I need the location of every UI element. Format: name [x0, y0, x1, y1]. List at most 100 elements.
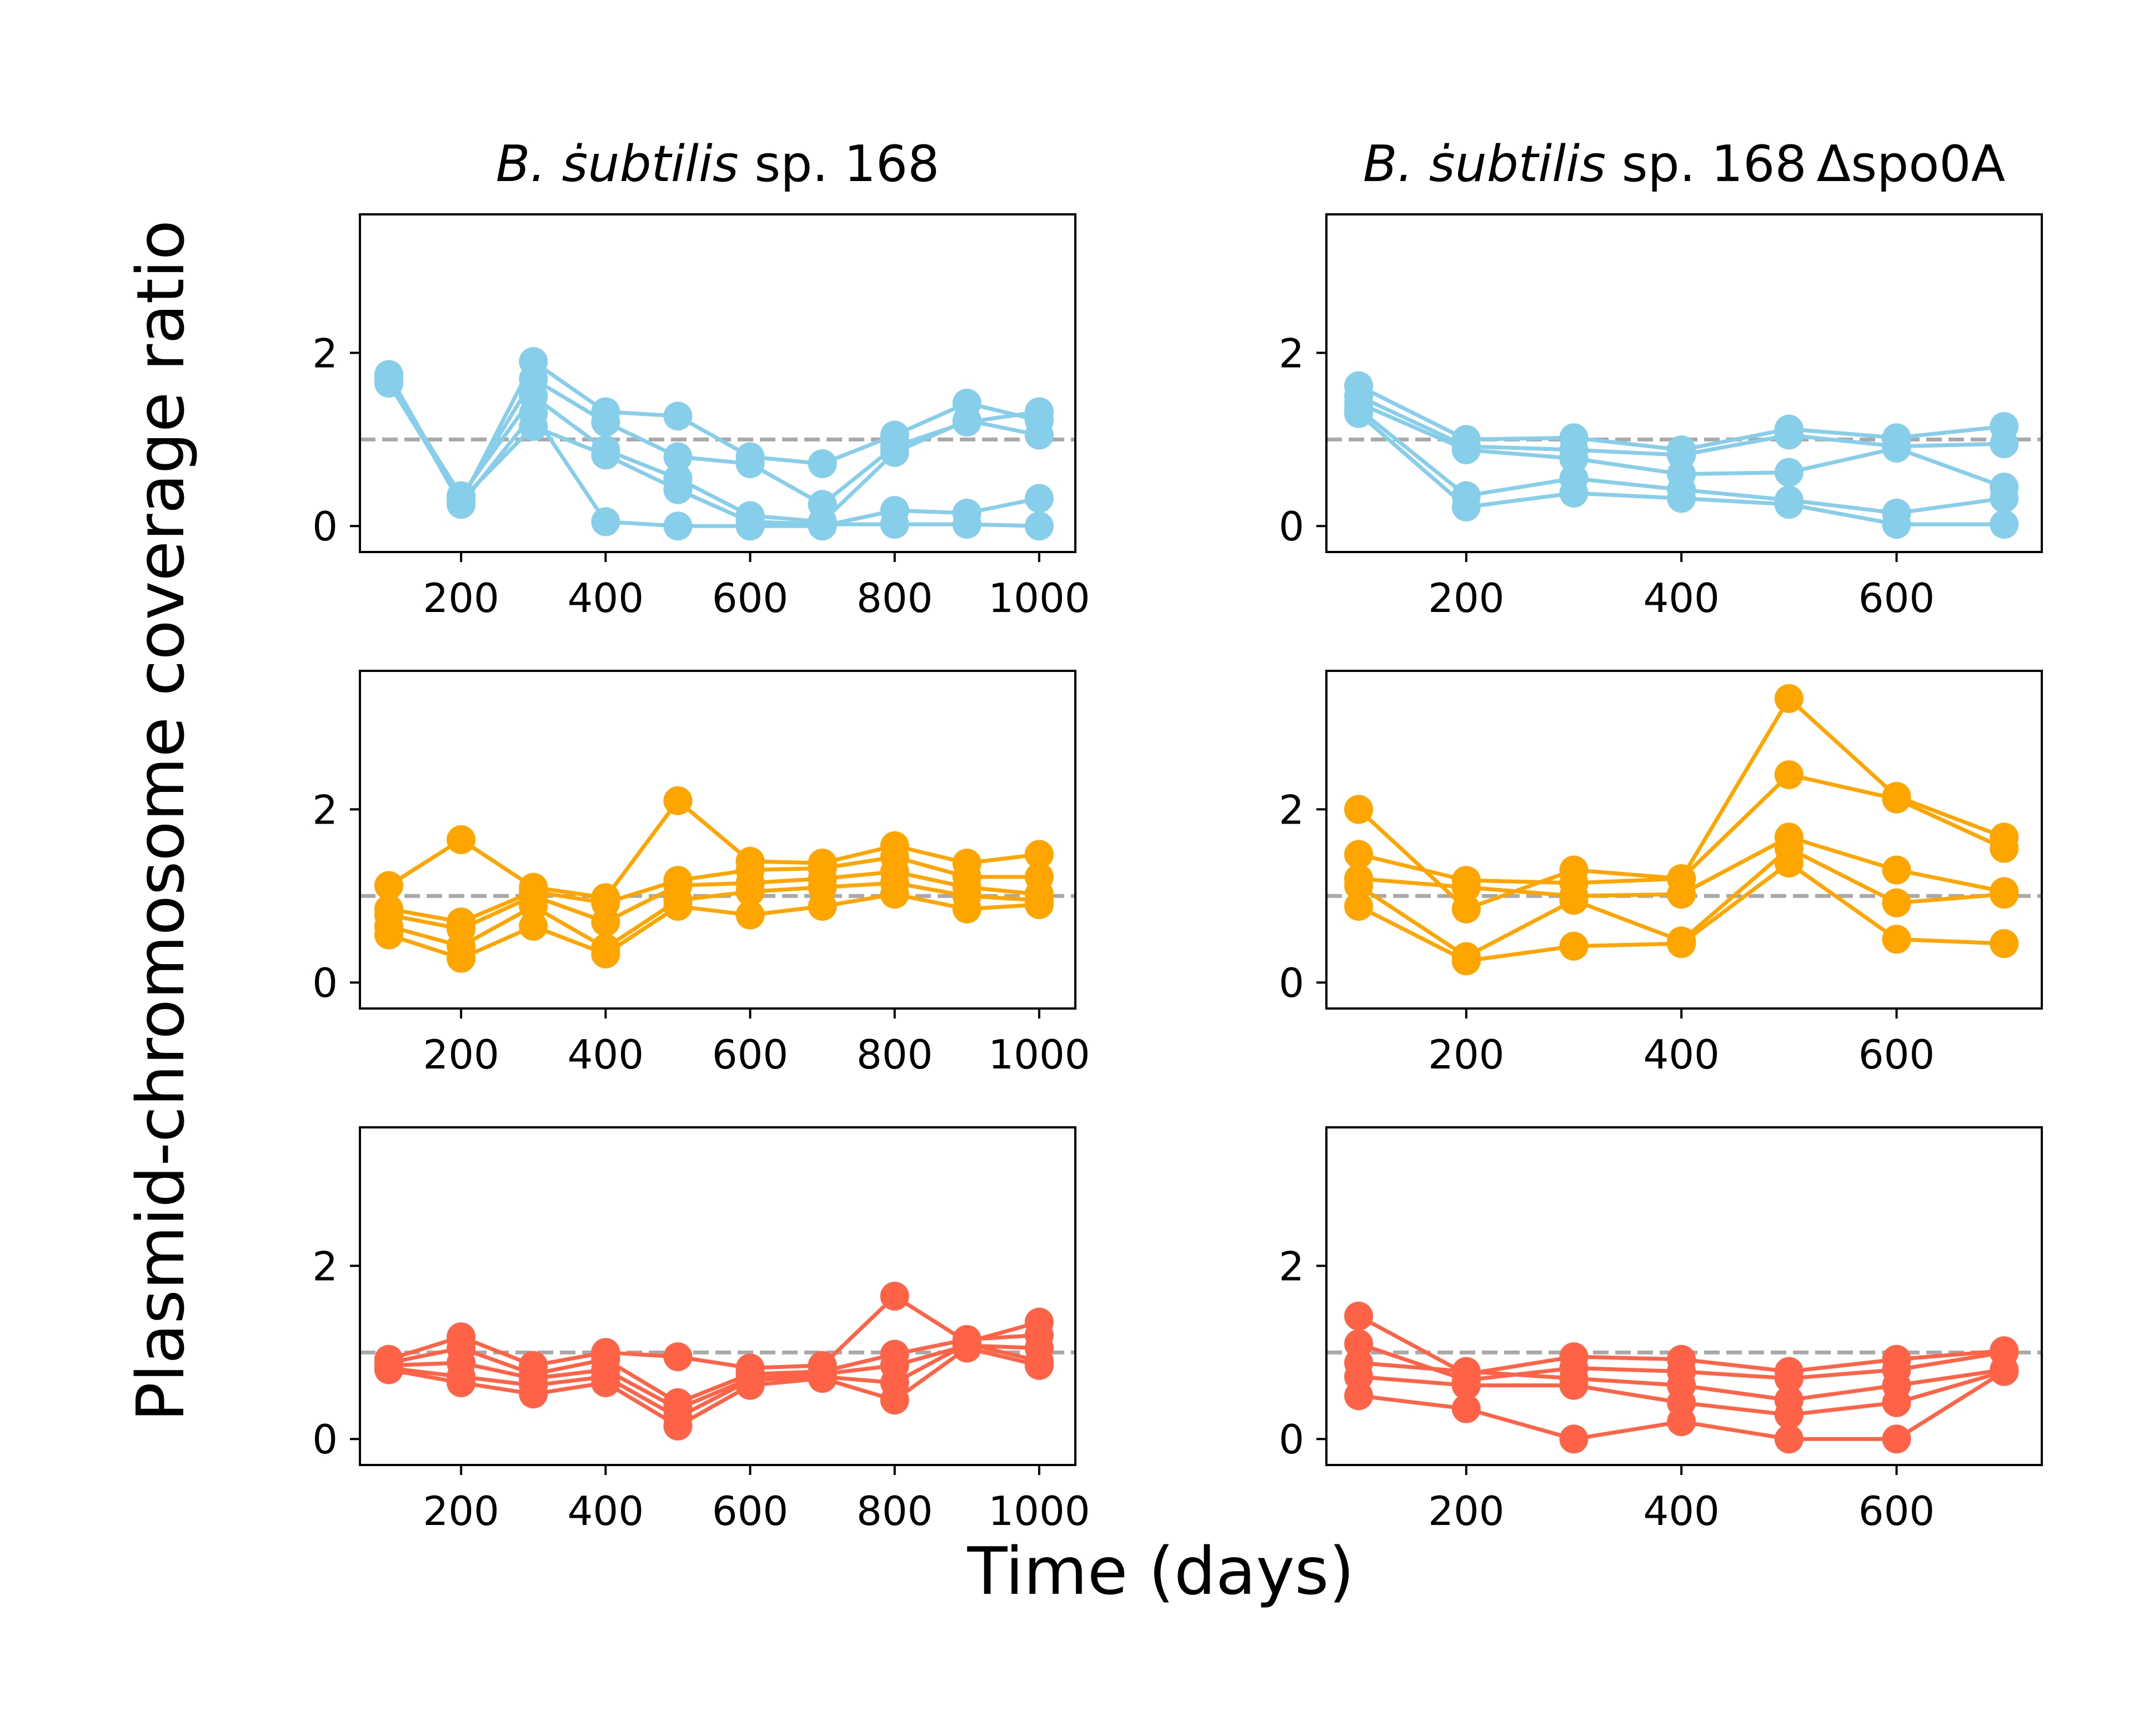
data-point [663, 475, 693, 504]
data-point [1667, 929, 1696, 959]
data-point [880, 438, 909, 467]
panels: B. ṡubtilis sp. 168 200 400 600 800 1000 0 2 B. … [312, 135, 2043, 1534]
data-point [1024, 511, 1054, 541]
data-point [1667, 484, 1696, 513]
axes-frame [1325, 670, 2043, 1010]
y-tick-label: 2 [1279, 330, 1304, 377]
data-point [1024, 840, 1054, 869]
series-line-2 [388, 1333, 1040, 1405]
data-point [1344, 1301, 1374, 1331]
data-point [1451, 1371, 1481, 1400]
panel-row2-col1: 200 400 600 800 1000 0 2 [312, 670, 1090, 1078]
series-line-1 [388, 799, 1040, 900]
x-tick-label: 200 [1428, 575, 1504, 621]
data-point [1990, 880, 2019, 909]
data-point [1024, 420, 1054, 450]
data-point [1024, 890, 1054, 919]
data-point [735, 449, 765, 478]
data-point [1451, 492, 1481, 521]
data-point [1774, 490, 1804, 519]
series-line-4 [387, 376, 1040, 528]
series-line-5 [388, 1346, 1040, 1428]
data-point [1559, 931, 1589, 961]
series-line-1 [388, 1294, 1040, 1370]
x-tick-label: 1000 [988, 1488, 1090, 1534]
data-point [1667, 880, 1696, 909]
x-axis-label: Time (days) [967, 1533, 1355, 1609]
data-point [1882, 510, 1911, 539]
axes-frame [359, 1126, 1076, 1466]
data-point [952, 406, 981, 435]
data-point [735, 507, 765, 536]
data-point [447, 1368, 476, 1397]
series-line-3 [388, 870, 1040, 931]
y-tick-label: 0 [1279, 503, 1304, 550]
panel-row2-col2: 200 400 600 0 2 [1279, 670, 2043, 1078]
data-point [1990, 834, 2019, 863]
x-tick-label: 400 [1643, 575, 1719, 621]
plot-area [360, 1282, 1075, 1441]
data-point [1882, 433, 1911, 463]
data-point [808, 892, 837, 921]
data-point [1344, 892, 1374, 921]
y-tick-label: 2 [1279, 1243, 1304, 1290]
x-tick-label: 400 [568, 1031, 644, 1078]
panel-row3-col2: 200 400 600 0 2 [1279, 1126, 2043, 1534]
data-point [591, 907, 620, 937]
data-point [1774, 1400, 1804, 1429]
data-point [663, 786, 693, 815]
data-point [808, 449, 837, 478]
data-point [880, 1282, 909, 1311]
data-point [1451, 872, 1481, 902]
data-point [1990, 510, 2019, 539]
x-tick-label: 200 [1428, 1031, 1504, 1078]
x-tick-label: 200 [1428, 1488, 1504, 1534]
data-point [952, 1333, 981, 1363]
y-tick-label: 2 [1279, 786, 1304, 833]
data-point [663, 402, 693, 431]
x-tick-label: 600 [1859, 1488, 1935, 1534]
data-point [735, 1371, 765, 1400]
data-point [1882, 1388, 1911, 1417]
series-line-5 [387, 382, 1040, 528]
data-point [447, 944, 476, 973]
data-point [374, 369, 404, 398]
y-tick-label: 2 [312, 786, 338, 833]
data-point [735, 900, 765, 930]
axes-frame [359, 670, 1076, 1010]
data-point [591, 440, 620, 470]
data-point [1990, 484, 2019, 513]
panel-title-species: B. ṡubtilis [496, 135, 739, 193]
data-point [591, 939, 620, 969]
y-tick-label: 2 [312, 1243, 338, 1290]
data-point [952, 510, 981, 539]
data-point [1774, 458, 1804, 487]
data-point [1990, 429, 2019, 459]
panel-row3-col1: 200 400 600 800 1000 0 2 [312, 1126, 1090, 1534]
x-tick-label: 600 [712, 575, 788, 621]
panel-title-species: B. ṡubtilis [1363, 135, 1606, 193]
x-tick-label: 400 [568, 575, 644, 621]
data-point [1882, 1424, 1911, 1454]
data-point [1990, 929, 2019, 959]
data-point [591, 408, 620, 437]
data-point [880, 510, 909, 539]
data-point [1774, 849, 1804, 878]
data-point [1667, 1407, 1696, 1437]
x-tick-label: 200 [423, 575, 499, 621]
data-point [447, 825, 476, 854]
data-point [519, 911, 548, 941]
x-tick-label: 600 [1859, 575, 1935, 621]
data-point [1774, 684, 1804, 713]
panel-title-strain: sp. 168 [739, 135, 940, 193]
data-point [1451, 1394, 1481, 1423]
plot-area [1326, 1301, 2042, 1454]
x-tick-label: 800 [856, 1488, 933, 1534]
x-tick-label: 600 [712, 1031, 788, 1078]
y-axis-label: Plasmid-chromosome coverage ratio [122, 220, 199, 1422]
data-point [952, 894, 981, 924]
x-tick-label: 200 [423, 1488, 499, 1534]
plot-area [1326, 684, 2042, 976]
series-line-1 [387, 359, 1040, 504]
